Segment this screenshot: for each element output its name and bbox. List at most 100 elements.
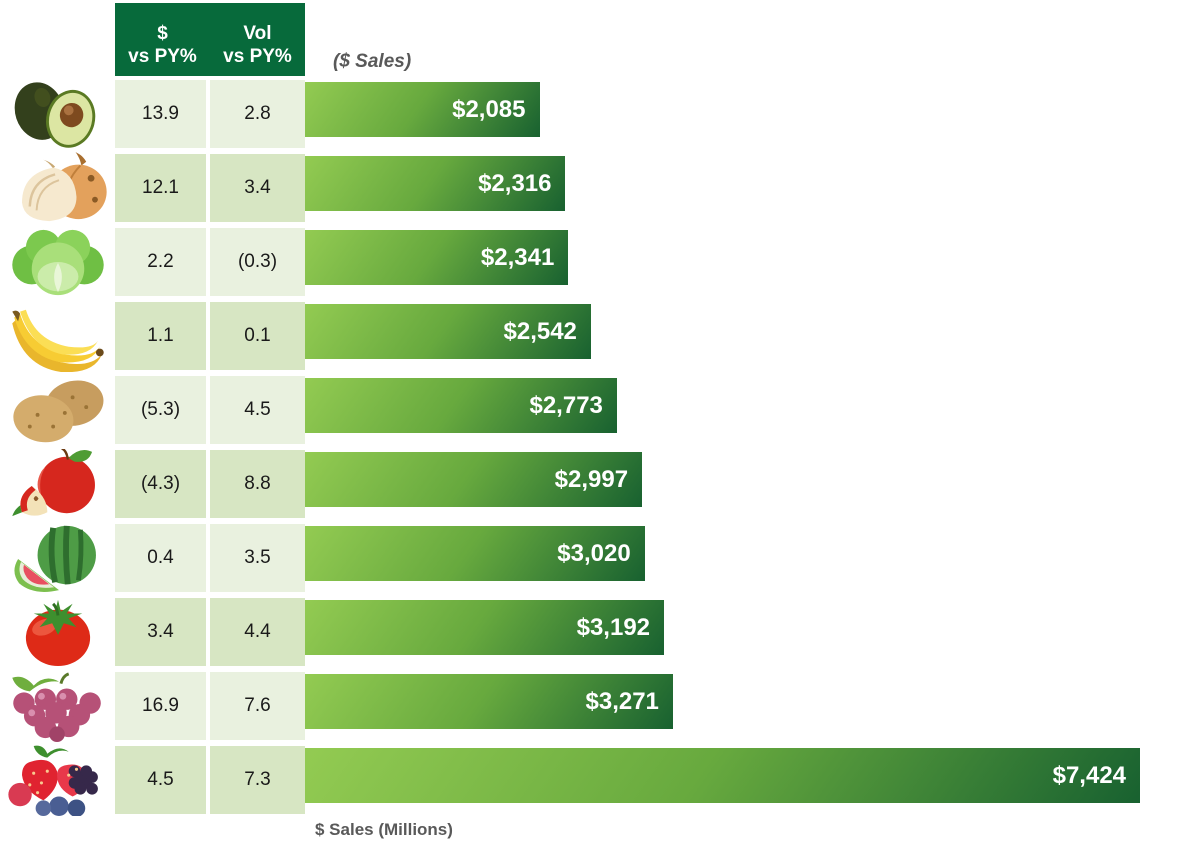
sales-bar-label: $7,424 [1052, 761, 1127, 789]
table-header-row: $ vs PY% Vol vs PY% ($ Sales) [0, 3, 1202, 76]
x-axis-label: $ Sales (Millions) [315, 820, 453, 839]
sales-bar-label: $3,192 [576, 613, 651, 641]
watermelon-icon [13, 525, 96, 592]
produce-row-watermelon: 0.4 3.5 $3,020 [0, 524, 1202, 592]
vol-vs-py-header: Vol vs PY% [210, 22, 305, 70]
produce-row-banana: 1.1 0.1 $2,542 [0, 302, 1202, 372]
icon-column-spacer [0, 3, 115, 76]
onion-icon [21, 152, 107, 222]
produce-icon-cell [0, 524, 115, 592]
vol-vs-py-header-line1: Vol [243, 22, 272, 44]
produce-icon-cell [0, 376, 115, 444]
sales-bar-label: $2,085 [452, 95, 526, 123]
footer-row: $ Sales (Millions) [315, 820, 1202, 840]
produce-icon-cell [0, 302, 115, 372]
sales-bar-label: $2,997 [554, 465, 629, 493]
sales-bar-track: $3,271 [305, 672, 1202, 740]
avocado-icon [14, 82, 95, 148]
produce-icon-cell [0, 228, 115, 296]
produce-icon-cell [0, 448, 115, 518]
dollar-vs-py-cell: 12.1 [115, 154, 206, 222]
column-divider [206, 80, 210, 148]
column-divider [206, 302, 210, 370]
sales-bar-track: $2,997 [305, 450, 1202, 518]
berries-icon [7, 745, 98, 816]
produce-icon-cell [0, 672, 115, 742]
vol-vs-py-cell: 7.3 [210, 746, 305, 814]
produce-icon-cell [0, 152, 115, 222]
sales-bar: $2,085 [305, 82, 540, 137]
produce-row-berries: 4.5 7.3 $7,424 [0, 745, 1202, 816]
banana-icon [11, 309, 104, 372]
vol-vs-py-cell: 4.5 [210, 376, 305, 444]
column-divider [206, 450, 210, 518]
dollar-vs-py-cell: (4.3) [115, 450, 206, 518]
sales-bar-track: $3,192 [305, 598, 1202, 666]
dollar-vs-py-header-line2: vs PY% [128, 46, 197, 68]
vol-vs-py-header-line2: vs PY% [223, 46, 292, 68]
produce-row-lettuce: 2.2 (0.3) $2,341 [0, 228, 1202, 296]
dollar-vs-py-cell: (5.3) [115, 376, 206, 444]
dollar-vs-py-header-line1: $ [157, 22, 168, 44]
lettuce-icon [11, 229, 104, 296]
vol-vs-py-cell: 8.8 [210, 450, 305, 518]
sales-bar-label: $3,271 [585, 687, 659, 715]
dollar-vs-py-cell: 0.4 [115, 524, 206, 592]
sales-bar: $2,316 [305, 156, 566, 211]
vol-vs-py-cell: 7.6 [210, 672, 305, 740]
sales-bar-track: $2,773 [305, 376, 1202, 444]
column-divider [206, 524, 210, 592]
sales-bar-label: $3,020 [557, 539, 631, 567]
vol-vs-py-cell: 2.8 [210, 80, 305, 148]
dollar-vs-py-cell: 2.2 [115, 228, 206, 296]
column-divider [206, 228, 210, 296]
column-divider [206, 598, 210, 666]
sales-bar: $2,773 [305, 378, 617, 433]
vol-vs-py-cell: 0.1 [210, 302, 305, 370]
column-divider [206, 154, 210, 222]
sales-bar-label: $2,773 [529, 391, 603, 419]
dollar-vs-py-cell: 13.9 [115, 80, 206, 148]
sales-bar-track: $7,424 [305, 746, 1202, 814]
vol-vs-py-cell: 3.4 [210, 154, 305, 222]
sales-bar-track: $2,085 [305, 80, 1202, 148]
dollar-vs-py-cell: 1.1 [115, 302, 206, 370]
dollar-vs-py-cell: 4.5 [115, 746, 206, 814]
column-divider [206, 672, 210, 740]
sales-bar: $3,020 [305, 526, 645, 581]
produce-row-avocado: 13.9 2.8 $2,085 [0, 80, 1202, 148]
produce-row-apple: (4.3) 8.8 $2,997 [0, 448, 1202, 518]
sales-bar-track: $2,542 [305, 302, 1202, 370]
sales-bar-label: $2,341 [480, 243, 555, 271]
produce-row-grapes: 16.9 7.6 $3,271 [0, 672, 1202, 742]
chart-header-area: ($ Sales) [305, 3, 1202, 76]
table-header: $ vs PY% Vol vs PY% [115, 3, 305, 76]
sales-bar-label: $2,542 [503, 317, 577, 345]
column-divider [206, 746, 210, 814]
dollar-vs-py-cell: 16.9 [115, 672, 206, 740]
column-divider [206, 376, 210, 444]
vol-vs-py-cell: (0.3) [210, 228, 305, 296]
potato-icon [12, 380, 103, 443]
sales-bar: $7,424 [305, 748, 1141, 803]
sales-bar: $2,341 [305, 230, 569, 285]
produce-row-tomato: 3.4 4.4 $3,192 [0, 598, 1202, 667]
produce-row-potato: (5.3) 4.5 $2,773 [0, 376, 1202, 444]
dollar-vs-py-header: $ vs PY% [115, 22, 210, 70]
sales-bar-track: $3,020 [305, 524, 1202, 592]
tomato-icon [25, 599, 90, 667]
vol-vs-py-cell: 3.5 [210, 524, 305, 592]
dollar-vs-py-cell: 3.4 [115, 598, 206, 666]
produce-icon-cell [0, 80, 115, 148]
produce-icon-cell [0, 598, 115, 667]
produce-rows: 13.9 2.8 $2,085 12.1 3.4 $2,316 [0, 80, 1202, 816]
sales-bar: $3,271 [305, 674, 673, 729]
sales-bar-label: $2,316 [478, 169, 552, 197]
sales-bar: $3,192 [305, 600, 665, 655]
produce-row-onion: 12.1 3.4 $2,316 [0, 152, 1202, 222]
sales-bar: $2,997 [305, 452, 643, 507]
chart-axis-title: ($ Sales) [333, 51, 412, 72]
sales-bar: $2,542 [305, 304, 591, 359]
sales-bar-track: $2,341 [305, 228, 1202, 296]
